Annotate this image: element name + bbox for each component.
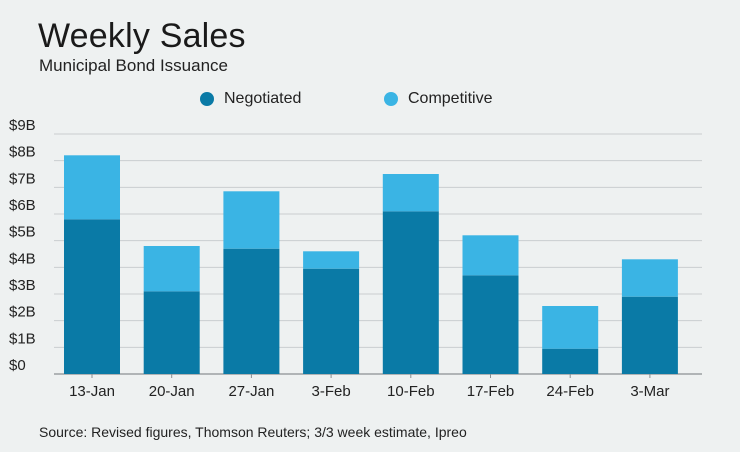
x-tick-label: 3-Mar bbox=[630, 383, 669, 400]
y-tick-label: $2B bbox=[9, 304, 36, 321]
legend-item-competitive: Competitive bbox=[384, 90, 492, 108]
legend-label-negotiated: Negotiated bbox=[224, 90, 302, 107]
bar-negotiated-17-feb bbox=[462, 275, 519, 374]
bar-competitive-17-feb bbox=[462, 235, 519, 276]
legend-item-negotiated: Negotiated bbox=[200, 90, 301, 108]
bar-competitive-13-jan bbox=[64, 155, 120, 220]
bar-competitive-10-feb bbox=[382, 174, 439, 212]
y-tick-label: $9B bbox=[9, 117, 36, 134]
y-tick-label: $6B bbox=[9, 197, 36, 214]
y-tick-label: $8B bbox=[9, 144, 36, 161]
y-tick-label: $7B bbox=[9, 170, 36, 187]
y-tick-label: $1B bbox=[9, 330, 36, 347]
bar-competitive-27-jan bbox=[223, 191, 280, 249]
legend-swatch-negotiated bbox=[200, 92, 214, 106]
y-tick-label: $4B bbox=[9, 250, 36, 267]
y-tick-label: $5B bbox=[9, 224, 36, 241]
bar-competitive-24-feb bbox=[542, 306, 599, 349]
bar-competitive-3-feb bbox=[303, 251, 360, 269]
legend: Negotiated Competitive bbox=[0, 90, 740, 112]
legend-swatch-competitive bbox=[384, 92, 398, 106]
chart-subtitle: Municipal Bond Issuance bbox=[39, 56, 229, 75]
source-note: Source: Revised figures, Thomson Reuters… bbox=[39, 424, 467, 440]
bar-negotiated-27-jan bbox=[223, 248, 280, 374]
x-tick-label: 20-Jan bbox=[149, 383, 195, 400]
bar-negotiated-10-feb bbox=[382, 211, 439, 374]
x-tick-label: 27-Jan bbox=[228, 383, 274, 400]
x-tick-label: 24-Feb bbox=[546, 383, 594, 400]
y-tick-label: $3B bbox=[9, 277, 36, 294]
bar-negotiated-3-mar bbox=[621, 296, 678, 374]
bar-competitive-3-mar bbox=[621, 259, 678, 297]
y-tick-label: $0 bbox=[9, 357, 26, 374]
bar-negotiated-3-feb bbox=[303, 268, 360, 374]
legend-label-competitive: Competitive bbox=[408, 90, 493, 107]
x-tick-label: 10-Feb bbox=[387, 383, 435, 400]
chart-title: Weekly Sales bbox=[38, 17, 246, 55]
bar-negotiated-24-feb bbox=[542, 348, 599, 374]
x-tick-label: 17-Feb bbox=[467, 383, 515, 400]
bar-competitive-20-jan bbox=[143, 246, 200, 292]
bar-negotiated-13-jan bbox=[64, 219, 120, 374]
bar-negotiated-20-jan bbox=[143, 291, 200, 374]
x-tick-label: 13-Jan bbox=[69, 383, 115, 400]
x-tick-label: 3-Feb bbox=[312, 383, 351, 400]
